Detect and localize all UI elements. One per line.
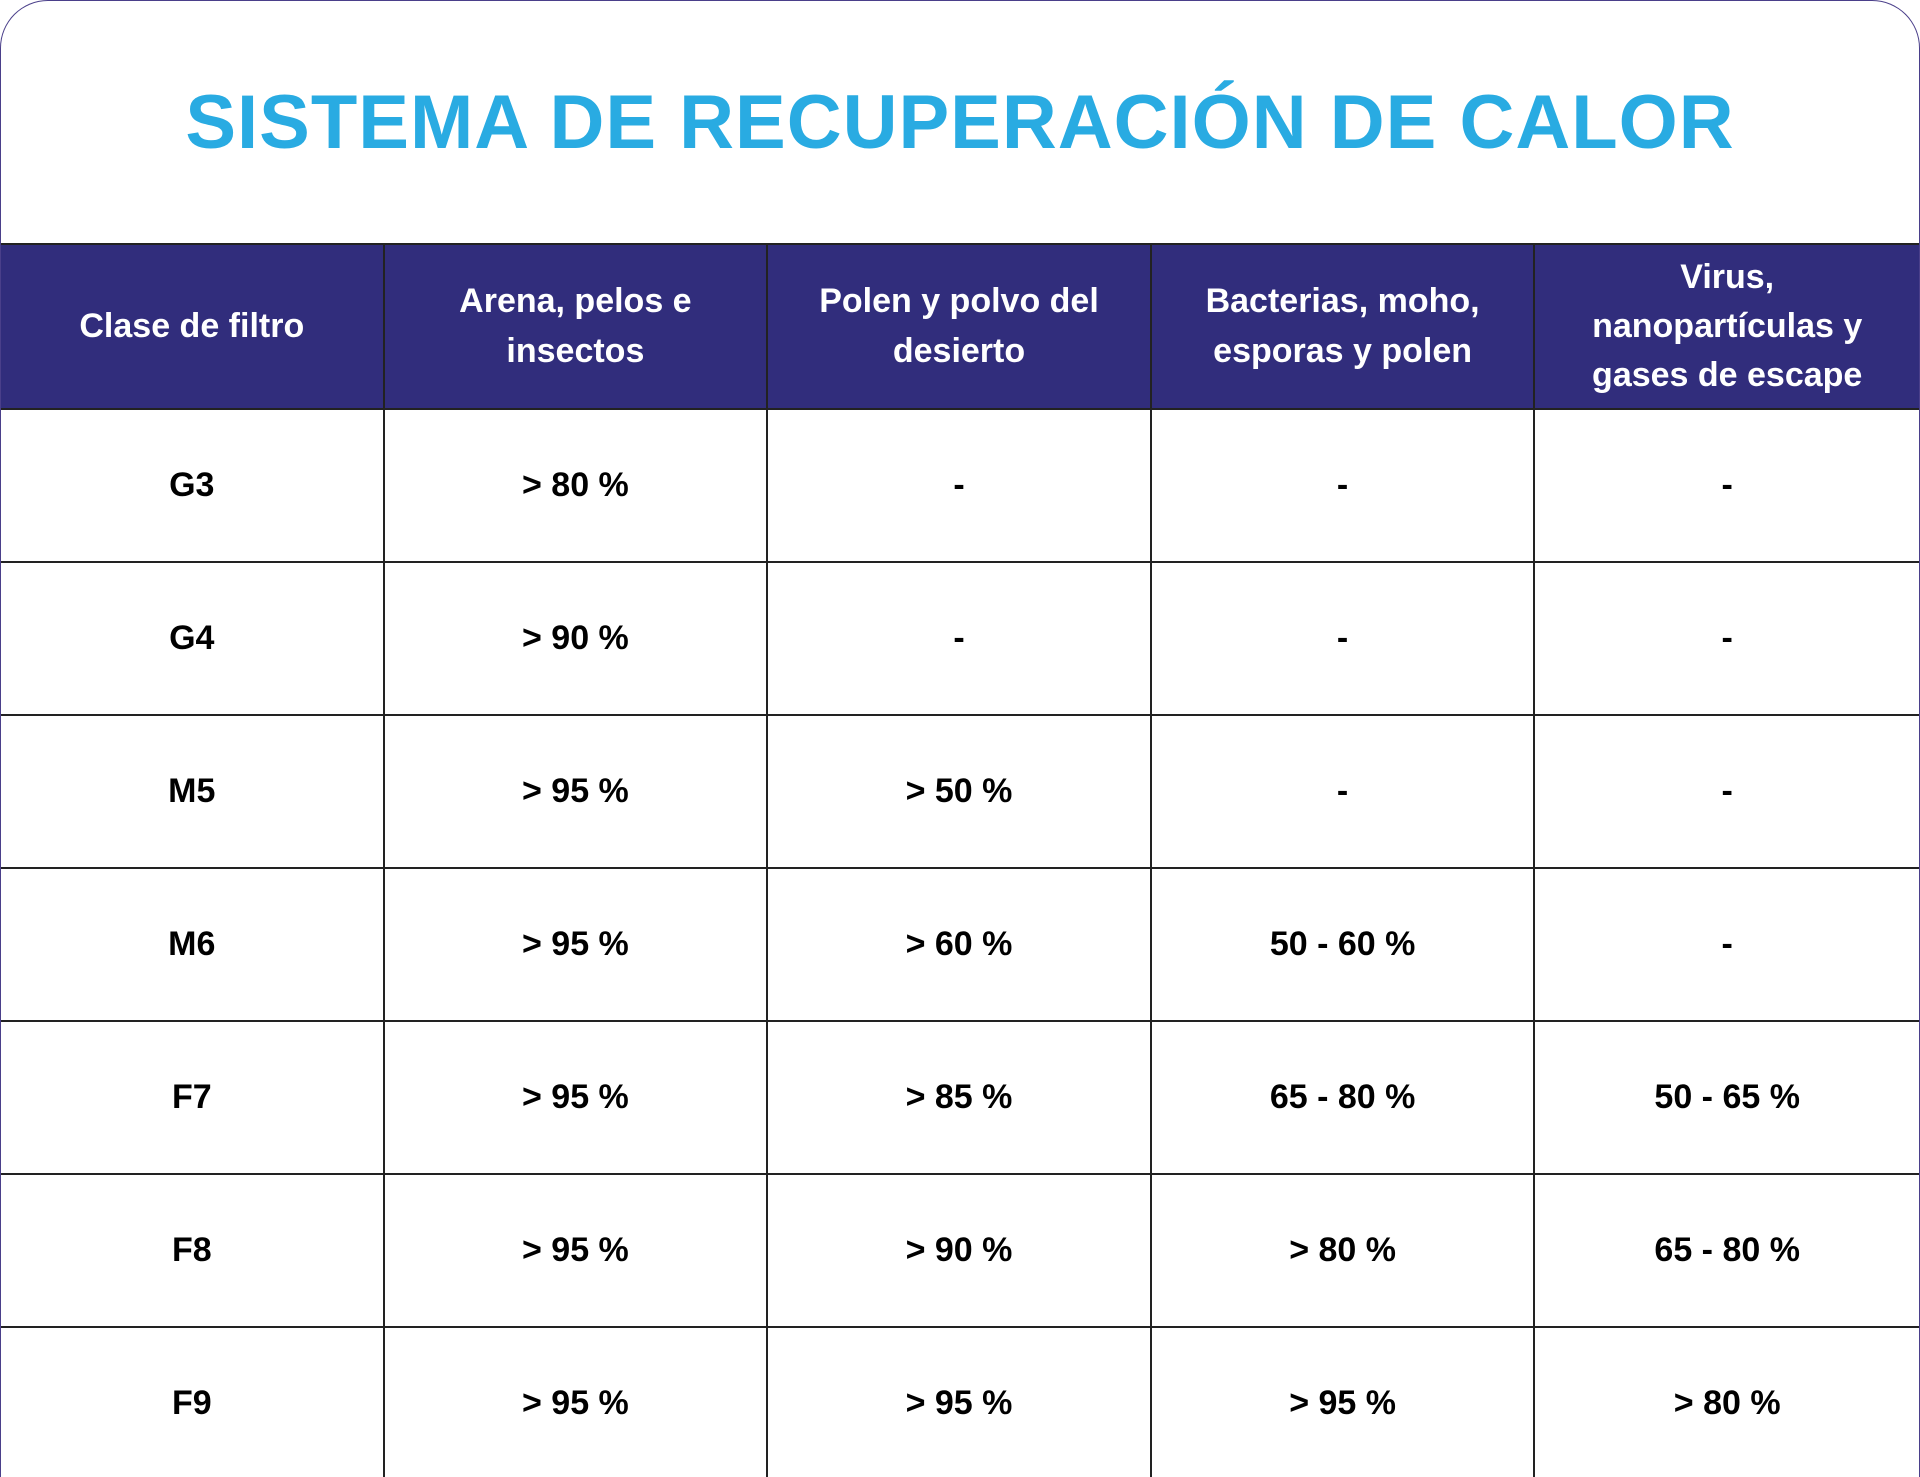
- table-cell: -: [1535, 410, 1919, 563]
- table-cell: -: [1151, 563, 1536, 716]
- column-header: Clase de filtro: [1, 245, 385, 410]
- table-cell: > 80 %: [1151, 1175, 1536, 1328]
- table-cell: -: [1535, 563, 1919, 716]
- row-header: F8: [1, 1175, 385, 1328]
- table-cell: > 85 %: [768, 1022, 1152, 1175]
- table-cell: > 90 %: [768, 1175, 1152, 1328]
- table-cell: -: [1535, 716, 1919, 869]
- filter-table: Clase de filtro Arena, pelos e insectos Po…: [1, 243, 1919, 1477]
- table-cell: > 60 %: [768, 869, 1152, 1022]
- row-header: G3: [1, 410, 385, 563]
- table-cell: > 95 %: [384, 716, 769, 869]
- table-cell: -: [1535, 869, 1919, 1022]
- table-cell: > 95 %: [384, 1175, 769, 1328]
- row-header: G4: [1, 563, 385, 716]
- table-cell: -: [768, 410, 1152, 563]
- table-cell: > 80 %: [1535, 1328, 1919, 1477]
- column-header: Arena, pelos e insectos: [384, 245, 769, 410]
- table-cell: > 95 %: [384, 1022, 769, 1175]
- table-cell: > 95 %: [768, 1328, 1152, 1477]
- table-cell: 65 - 80 %: [1535, 1175, 1919, 1328]
- table-cell: -: [768, 563, 1152, 716]
- table-cell: > 50 %: [768, 716, 1152, 869]
- row-header: M6: [1, 869, 385, 1022]
- column-header: Virus, nanopartículas y gases de escape: [1535, 245, 1919, 410]
- table-cell: > 90 %: [384, 563, 769, 716]
- table-cell: 50 - 65 %: [1535, 1022, 1919, 1175]
- column-header: Polen y polvo del desierto: [768, 245, 1152, 410]
- title: SISTEMA DE RECUPERACIÓN DE CALOR: [185, 79, 1735, 165]
- row-header: M5: [1, 716, 385, 869]
- table-cell: -: [1151, 716, 1536, 869]
- table-cell: > 95 %: [385, 1328, 769, 1477]
- table-cell: > 95 %: [384, 869, 769, 1022]
- table-cell: 65 - 80 %: [1151, 1022, 1536, 1175]
- row-header: F7: [1, 1022, 385, 1175]
- table-cell: > 80 %: [384, 410, 769, 563]
- table-cell: 50 - 60 %: [1151, 869, 1536, 1022]
- table-cell: -: [1151, 410, 1536, 563]
- column-header: Bacterias, moho, esporas y polen: [1151, 245, 1536, 410]
- table-cell: > 95 %: [1152, 1328, 1536, 1477]
- row-header: F9: [1, 1328, 385, 1477]
